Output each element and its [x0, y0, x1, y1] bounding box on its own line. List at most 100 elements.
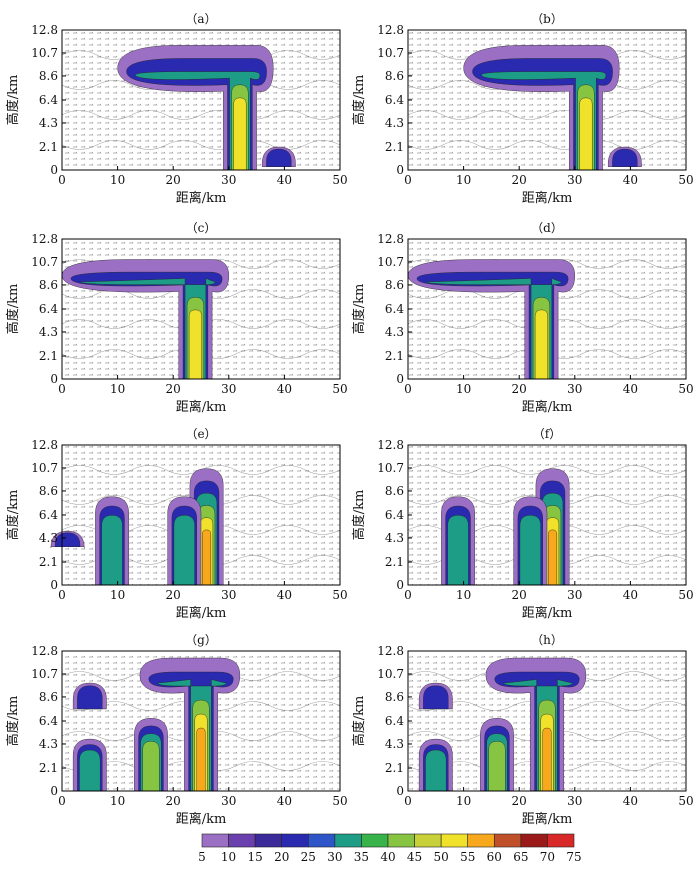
y-tick-label: 4.3	[385, 531, 404, 545]
panel-d: （d） 0 10 20 30 40 50 0 2.1 4.3 6.4 8.6 10.7 12.8 距离/km…	[351, 221, 694, 415]
y-tick-label: 4.3	[39, 531, 58, 545]
x-tick-label: 10	[456, 382, 471, 396]
y-tick-label: 8.6	[385, 278, 404, 292]
y-tick-label: 8.6	[385, 69, 404, 83]
y-tick-label: 8.6	[39, 69, 58, 83]
y-tick-label: 12.8	[31, 644, 58, 658]
x-tick-label: 50	[332, 794, 347, 808]
y-tick-label: 0	[396, 578, 404, 592]
panel-b: （b） 0 10 20 30 40 50 0 2.1 4.3 6.4 8.6 10.7 12.8 距离/km…	[351, 12, 694, 206]
colorbar-tick-label: 20	[274, 850, 289, 864]
x-tick-label: 30	[567, 588, 582, 602]
reflectivity-cell	[61, 259, 230, 380]
panel-label: （e）	[185, 427, 216, 441]
x-tick-label: 0	[58, 382, 66, 396]
x-tick-label: 50	[678, 382, 693, 396]
y-tick-label: 12.8	[377, 438, 404, 452]
y-tick-label: 12.8	[377, 644, 404, 658]
contour-line	[407, 140, 687, 150]
panel-label: （a）	[185, 12, 216, 26]
x-tick-label: 40	[277, 382, 292, 396]
colorbar-swatch	[307, 833, 336, 848]
x-tick-label: 20	[166, 794, 181, 808]
y-tick-label: 6.4	[39, 508, 58, 522]
y-tick-label: 6.4	[39, 93, 58, 107]
reflectivity-contour	[548, 529, 558, 586]
reflectivity-contour	[70, 271, 223, 380]
colorbar-swatch	[334, 833, 362, 848]
panel-label: （f）	[533, 427, 561, 441]
x-tick-label: 50	[678, 173, 693, 187]
x-tick-label: 50	[332, 382, 347, 396]
x-tick-label: 0	[58, 794, 66, 808]
x-tick-label: 10	[110, 173, 125, 187]
x-tick-label: 10	[110, 588, 125, 602]
panel-label: （d）	[531, 221, 563, 235]
y-tick-label: 6.4	[385, 508, 404, 522]
reflectivity-cell	[480, 718, 514, 792]
contour-line	[61, 110, 341, 120]
reflectivity-contour	[519, 515, 541, 586]
y-tick-label: 4.3	[39, 325, 58, 339]
y-tick-label: 0	[396, 163, 404, 177]
reflectivity-cell	[418, 682, 453, 710]
colorbar-tick-label: 10	[221, 850, 236, 864]
x-tick-label: 0	[404, 794, 412, 808]
y-tick-label: 10.7	[31, 46, 58, 60]
y-axis-label: 高度/km	[5, 696, 21, 747]
reflectivity-contour	[425, 749, 447, 792]
x-tick-label: 0	[404, 173, 412, 187]
x-tick-label: 30	[567, 382, 582, 396]
x-tick-label: 30	[221, 588, 236, 602]
x-axis-label: 距离/km	[176, 605, 227, 621]
y-tick-label: 2.1	[385, 140, 404, 154]
y-tick-label: 10.7	[31, 667, 58, 681]
x-tick-label: 20	[512, 794, 527, 808]
x-tick-label: 20	[512, 382, 527, 396]
x-axis-label: 距离/km	[176, 399, 227, 415]
reflectivity-contour	[233, 97, 247, 171]
colorbar-swatch	[493, 833, 522, 848]
y-tick-label: 4.3	[385, 116, 404, 130]
x-tick-label: 10	[110, 382, 125, 396]
colorbar-tick-label: 45	[407, 850, 422, 864]
x-tick-label: 40	[277, 588, 292, 602]
reflectivity-contour	[202, 529, 212, 586]
contour-line	[61, 140, 341, 150]
x-tick-label: 40	[277, 794, 292, 808]
x-tick-label: 50	[332, 588, 347, 602]
colorbar-swatch	[387, 833, 415, 848]
colorbar-tick-label: 40	[380, 850, 395, 864]
panels-layer: （a） 0 10 20 30 40 50 0 2.1 4.3 6.4 8.6 10.7 12.8 距离/km…	[5, 12, 694, 827]
y-tick-label: 0	[396, 372, 404, 386]
y-tick-label: 6.4	[39, 714, 58, 728]
panel-c: （c） 0 10 20 30 40 50 0 2.1 4.3 6.4 8.6 10.7 12.8 距离/km…	[5, 221, 348, 415]
colorbar-swatch	[361, 833, 389, 848]
y-tick-label: 0	[396, 784, 404, 798]
colorbar-tick-label: 75	[566, 850, 581, 864]
panel-label: （c）	[186, 221, 217, 235]
reflectivity-contour	[534, 309, 548, 380]
x-tick-label: 10	[456, 588, 471, 602]
y-tick-label: 6.4	[385, 714, 404, 728]
reflectivity-contour	[101, 515, 123, 586]
y-tick-label: 4.3	[385, 737, 404, 751]
panel-label: （b）	[531, 12, 563, 26]
x-tick-label: 30	[221, 382, 236, 396]
y-tick-label: 0	[50, 372, 58, 386]
colorbar-tick-label: 55	[460, 850, 475, 864]
x-tick-label: 40	[623, 588, 638, 602]
reflectivity-cell	[72, 682, 107, 710]
colorbar-swatch	[440, 833, 469, 848]
y-tick-label: 6.4	[39, 302, 58, 316]
panel-h: （h） 0 10 20 30 40 50 0 2.1 4.3 6.4 8.6 10.7 12.8 距离/km…	[351, 633, 694, 827]
panel-label: （g）	[185, 633, 217, 647]
x-tick-label: 30	[221, 794, 236, 808]
reflectivity-contour	[416, 271, 569, 380]
reflectivity-contour	[266, 148, 292, 167]
colorbar-tick-label: 30	[327, 850, 342, 864]
y-tick-label: 2.1	[39, 140, 58, 154]
colorbar-swatch	[520, 833, 548, 848]
reflectivity-contour	[173, 515, 195, 586]
y-tick-label: 6.4	[385, 302, 404, 316]
